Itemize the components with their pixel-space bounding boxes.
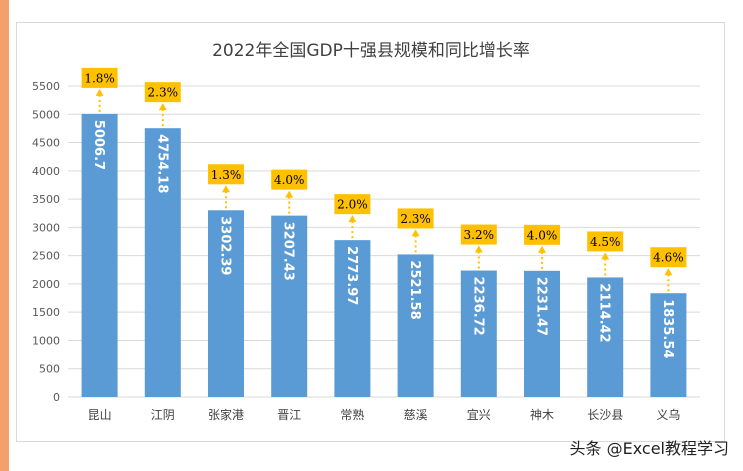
growth-box [397,208,434,229]
growth-box [587,231,624,252]
bar-value-label: 3302.39 [218,216,233,275]
bar-value-label: 2231.47 [534,277,549,336]
growth-label: 4.0% [274,173,305,187]
growth-label: 1.3% [211,168,242,182]
x-tick-label: 长沙县 [587,408,623,422]
y-tick-label: 2000 [32,278,60,291]
growth-box [81,67,118,88]
growth-arrow-head [158,103,167,111]
bar [650,293,687,397]
y-tick-label: 3500 [32,193,60,206]
growth-box [271,169,308,190]
y-tick-label: 2500 [32,250,60,263]
growth-box [650,247,687,268]
growth-label: 4.0% [527,228,558,242]
growth-box [334,194,371,215]
x-tick-label: 义乌 [656,407,680,422]
x-tick-label: 晋江 [277,408,301,422]
y-tick-label: 4000 [32,165,60,178]
bar [397,254,434,397]
bar-value-label: 5006.7 [91,120,106,170]
bar-value-label: 1835.54 [660,299,675,358]
x-tick-label: 昆山 [88,408,112,422]
growth-arrow-head [222,185,230,193]
growth-box [144,82,181,103]
bar [524,270,560,397]
growth-arrow-head [474,245,483,253]
chart-title: 2022年全国GDP十强县规模和同比增长率 [212,41,530,61]
growth-label: 2.3% [400,212,431,226]
growth-label: 4.5% [590,235,621,249]
y-tick-label: 1000 [32,334,60,347]
y-tick-label: 4500 [32,137,60,150]
x-tick-label: 慈溪 [404,407,428,422]
y-tick-label: 1500 [32,306,60,319]
x-axis-ticks: 昆山 江阴 张家港 晋江 常熟 慈溪 宜兴 神木 长沙县 义乌 [88,407,681,422]
growth-arrow-head [601,252,610,260]
growth-arrow-head [285,190,294,198]
bar [81,113,118,398]
x-tick-label: 江阴 [151,408,175,422]
x-tick-label: 神木 [530,408,554,422]
bar-value-label: 2521.58 [407,260,422,319]
x-tick-label: 张家港 [208,407,244,422]
growth-label: 2.0% [337,198,368,212]
growth-box [524,224,560,245]
growth-arrow-head [411,229,420,237]
bar-value-label: 4754.18 [154,134,169,193]
bar-value-label: 3207.43 [281,222,296,281]
bars: 5006.7 1.8% 4754.18 2.3% 3302.39 1.3% 3207.43 4… [81,67,687,398]
growth-label: 2.3% [148,86,179,100]
growth-label: 3.2% [464,228,495,242]
y-tick-label: 5000 [32,108,60,121]
growth-box [460,224,497,245]
y-tick-label: 0 [53,391,60,404]
bar [271,215,308,397]
bar-value-label: 2114.42 [597,283,612,342]
growth-label: 1.8% [84,71,115,85]
growth-label: 4.6% [653,251,684,265]
y-tick-label: 500 [39,363,60,376]
growth-arrow-head [538,245,546,253]
growth-box [208,164,244,185]
y-tick-label: 5500 [32,80,60,93]
x-tick-label: 常熟 [340,407,364,422]
growth-arrow-head [664,268,673,276]
growth-arrow-head [348,215,357,223]
bar [460,270,497,397]
bar [144,128,181,397]
x-tick-label: 宜兴 [467,407,491,422]
bar [334,240,371,397]
watermark: 头条 @Excel教程学习 [569,439,729,458]
growth-arrow-head [95,88,104,96]
y-axis-ticks: 0 500 1000 1500 2000 2500 3000 3500 4000 4500 5000… [32,80,60,404]
y-tick-label: 3000 [32,221,60,234]
bar [587,277,624,397]
bar [208,210,244,397]
bar-value-label: 2773.97 [344,246,359,305]
bar-value-label: 2236.72 [470,277,485,336]
left-edge-strip [0,0,9,471]
